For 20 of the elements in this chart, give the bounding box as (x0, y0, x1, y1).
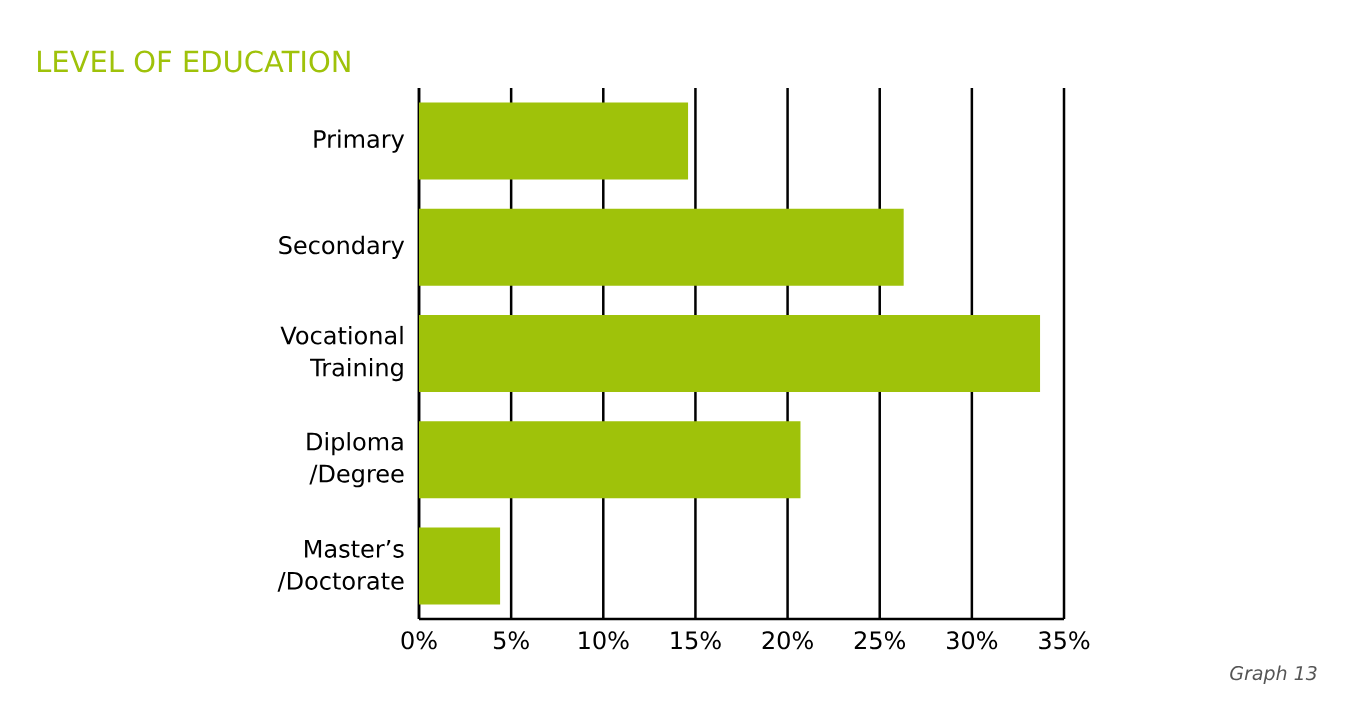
caption: Graph 13 (1230, 665, 1317, 684)
y-tick-label: Diploma /Degree (307, 432, 404, 488)
bar (419, 208, 904, 286)
x-tick-label: 30% (947, 631, 998, 650)
x-tick-label: 5% (493, 631, 529, 650)
bar (419, 527, 501, 605)
y-tick-label: Secondary (279, 235, 405, 259)
x-tick-label: 0% (401, 631, 437, 650)
y-tick-label: Vocational Training (280, 325, 403, 382)
bar (419, 315, 1041, 392)
chart-title: LEVEL OF EDUCATION (38, 50, 350, 73)
x-tick-label: 20% (762, 631, 813, 650)
y-tick-label: Primary (314, 129, 405, 153)
bar (419, 102, 689, 180)
x-tick-label: 25% (854, 631, 906, 650)
y-tick-label: Master’s /Doctorate (277, 540, 404, 592)
x-tick-label: 15% (671, 631, 721, 650)
x-tick-label: 10% (579, 631, 629, 650)
bar (419, 421, 801, 499)
x-tick-label: 35% (1039, 631, 1090, 650)
